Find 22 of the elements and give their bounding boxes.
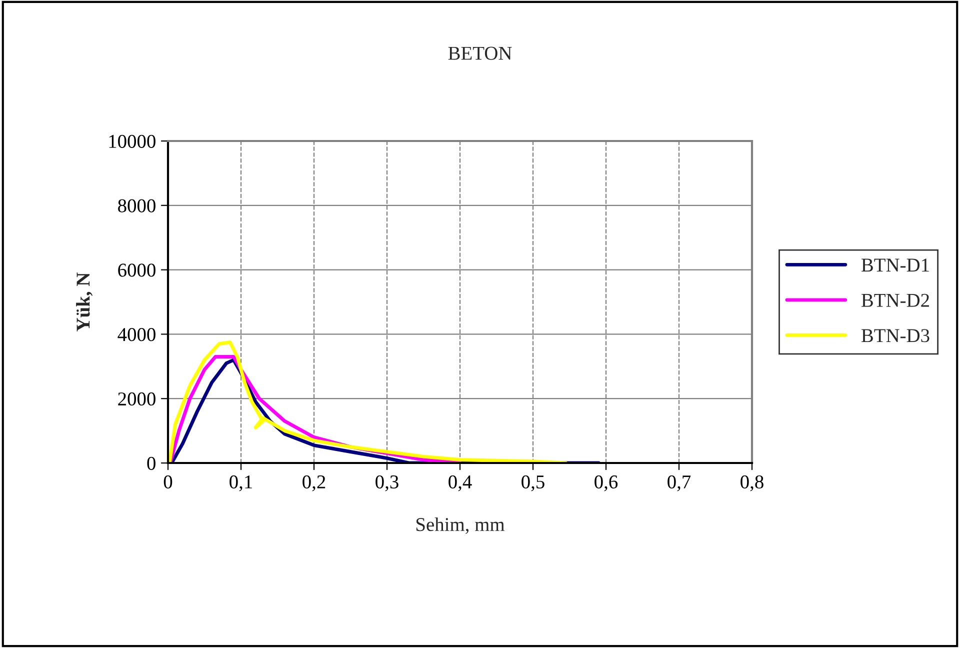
x-tick-label: 0,5 [522,475,544,492]
x-tick-label: 0,2 [302,475,326,492]
line-series [168,340,568,463]
x-tick-label: 0 [164,475,172,488]
x-tick-label: 0,6 [594,475,618,492]
y-tick-label: 8000 [118,199,156,212]
legend-label: BTN-D1 [861,258,929,272]
x-tick-label: 0,3 [376,475,398,492]
legend-label: BTN-D3 [861,329,930,342]
x-tick-label: 0,4 [448,475,472,492]
x-tick-label: 0,7 [668,475,691,492]
legend-label: BTN-D2 [861,294,929,307]
y-tick-label: 6000 [118,264,156,277]
y-tick-label: 2000 [118,392,156,406]
y-tick-label: 10000 [109,134,156,148]
x-tick-label: 0,8 [740,475,764,492]
chart-title: BETON [448,46,512,60]
x-axis-title: Sehim, mm [416,517,505,534]
y-tick-label: 4000 [118,328,156,342]
x-tick-label: 0,1 [230,475,252,492]
y-axis-title: Yük, N [76,272,93,332]
y-tick-label: 0 [147,456,156,470]
